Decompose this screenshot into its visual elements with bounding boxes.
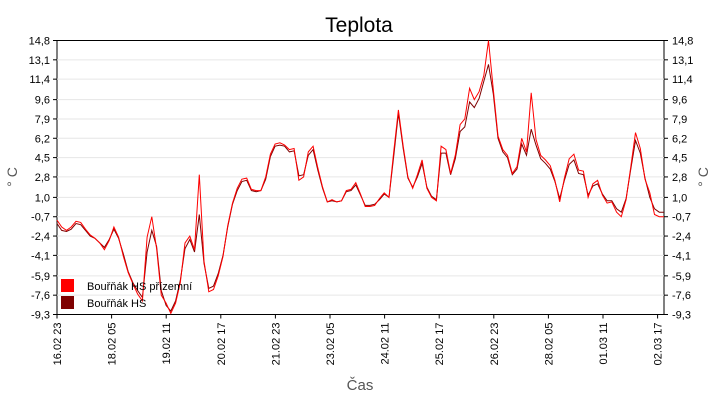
x-axis-label: Čas xyxy=(347,377,374,394)
legend-label: Bouřňák HS xyxy=(87,298,146,310)
y-axis-label-left: ° C xyxy=(4,167,20,187)
y-tick-label-left: 14,8 xyxy=(29,36,50,48)
series-lines xyxy=(56,40,664,315)
y-tick-label-left: 6,2 xyxy=(35,133,50,145)
x-tick-label: 25.02 17 xyxy=(434,323,446,366)
y-tick-label-right: -9,3 xyxy=(672,310,691,322)
y-tick-label-left: -5,9 xyxy=(31,271,50,283)
x-axis: 16.02 23 18.02 05 19.02 11 20.02 17 21.02 23… xyxy=(52,314,665,366)
series-line xyxy=(56,64,664,313)
plot-frame xyxy=(56,40,665,315)
legend-swatch xyxy=(61,296,74,309)
y-tick-label-right: 14,8 xyxy=(672,36,693,48)
legend-swatch xyxy=(61,279,74,292)
y-tick-label-left: 7,9 xyxy=(35,114,50,126)
x-tick-label: 18.02 05 xyxy=(107,323,119,366)
y-axis-left: 14,8 13,1 11,4 9,6 7,9 6,2 4,5 2,8 1,0 -0,7 -2,4 -4… xyxy=(29,36,57,322)
y-tick-label-left: -9,3 xyxy=(31,310,50,322)
y-tick-label-left: 11,4 xyxy=(29,74,50,86)
y-axis-right: 14,8 13,1 11,4 9,6 7,9 6,2 4,5 2,8 1,0 -0,7 -2,4 -4… xyxy=(664,36,693,322)
legend-label: Bouřňák HS přízemní xyxy=(87,281,192,293)
y-tick-label-right: -0,7 xyxy=(672,212,691,224)
x-tick-label: 28.02 05 xyxy=(543,323,555,366)
y-tick-label-left: 13,1 xyxy=(29,55,50,67)
x-tick-label: 02.03 17 xyxy=(653,323,665,366)
series-line xyxy=(56,40,664,315)
chart-title: Teplota xyxy=(325,14,393,37)
y-tick-label-right: 11,4 xyxy=(672,74,693,86)
grid-lines xyxy=(57,59,664,296)
y-tick-label-right: -2,4 xyxy=(672,231,691,243)
legend: Bouřňák HS přízemní Bouřňák HS xyxy=(61,279,192,310)
y-tick-label-right: 13,1 xyxy=(672,55,693,67)
y-tick-label-right: 2,8 xyxy=(672,172,687,184)
y-tick-label-right: 4,5 xyxy=(672,153,687,165)
x-tick-label: 01.03 11 xyxy=(598,323,610,365)
y-tick-label-right: -4,1 xyxy=(672,250,691,262)
y-tick-label-left: 2,8 xyxy=(35,172,50,184)
y-tick-label-right: 1,0 xyxy=(672,192,687,204)
x-tick-label: 16.02 23 xyxy=(52,323,64,366)
y-axis-label-right: ° C xyxy=(695,167,711,187)
x-tick-label: 24.02 11 xyxy=(380,323,392,365)
y-tick-label-left: -4,1 xyxy=(31,250,50,262)
x-tick-label: 20.02 17 xyxy=(216,323,228,366)
y-tick-label-right: 6,2 xyxy=(672,133,687,145)
y-tick-label-right: -5,9 xyxy=(672,271,691,283)
y-tick-label-left: -7,6 xyxy=(31,290,50,302)
y-tick-label-left: 4,5 xyxy=(35,153,50,165)
x-tick-label: 21.02 23 xyxy=(270,323,282,366)
x-tick-label: 26.02 23 xyxy=(489,323,501,366)
y-tick-label-left: 9,6 xyxy=(35,95,50,107)
y-tick-label-left: -0,7 xyxy=(31,212,50,224)
y-tick-label-right: 7,9 xyxy=(672,114,687,126)
y-tick-label-right: -7,6 xyxy=(672,290,691,302)
x-tick-label: 23.02 05 xyxy=(325,323,337,366)
y-tick-label-left: 1,0 xyxy=(35,192,50,204)
x-tick-label: 19.02 11 xyxy=(161,323,173,365)
y-tick-label-left: -2,4 xyxy=(31,231,50,243)
y-tick-label-right: 9,6 xyxy=(672,95,687,107)
